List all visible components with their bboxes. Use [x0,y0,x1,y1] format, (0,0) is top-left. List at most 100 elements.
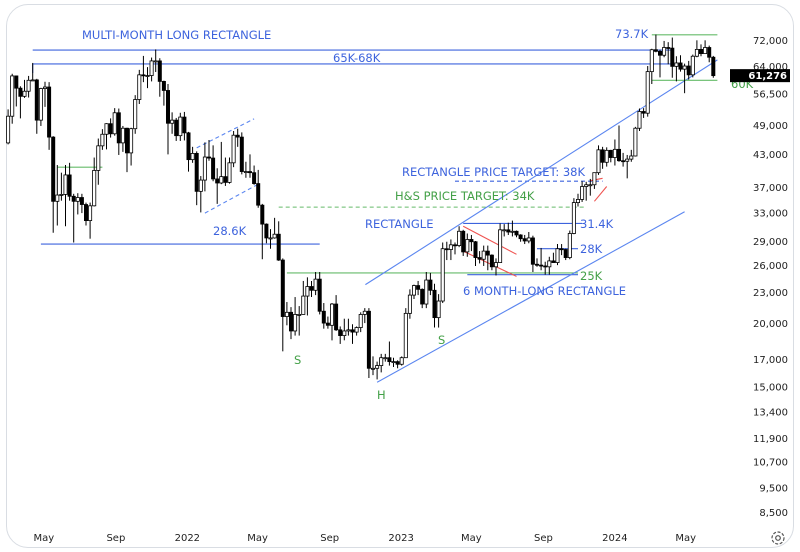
candle-body [342,330,347,336]
candle [682,63,687,94]
label-73-7k: 73.7K [615,27,649,41]
bull-flag-upper-line[interactable] [462,225,517,255]
candle [120,125,125,152]
candle [653,34,658,53]
candle [674,56,679,82]
candle [584,181,589,201]
candle-body [461,230,466,253]
candle-body [67,174,72,197]
candle [526,232,531,244]
candle-body [108,123,113,135]
candle-body [403,312,408,359]
candle-body [329,303,334,326]
candle-body [157,60,162,82]
candle [108,118,113,138]
candle-body [694,49,699,57]
y-tick-label: 8,500 [759,508,788,519]
candle-body [75,197,80,202]
y-axis: 72,000 64,000 56,500 49,000 43,000 37,000 33,0… [753,36,788,519]
candle-body [526,237,531,242]
candle [288,307,293,340]
candle-body [621,160,626,163]
candle [194,151,199,206]
candle [243,161,248,178]
small-flag-upper-line[interactable] [590,177,603,182]
candle-body [448,244,453,250]
flag-upper-line[interactable] [196,118,255,149]
candle [256,169,261,208]
candle [26,75,31,98]
candle [51,136,56,233]
candle-body [137,74,142,100]
candle [157,58,162,97]
candle [489,254,494,271]
candle [362,308,367,324]
candle [272,217,277,239]
candle-body [625,158,630,162]
candle-body [477,257,482,260]
candle-body [186,132,191,161]
candle [145,67,150,89]
candle [608,149,613,163]
gear-icon[interactable] [771,531,785,545]
candle-body [452,244,457,247]
candle [370,356,375,376]
candle [375,361,380,380]
candle [34,78,39,134]
candle [543,261,548,275]
x-tick-label: 2024 [602,533,627,544]
candle [658,49,663,78]
candle [633,126,638,157]
candle-body [473,241,478,258]
candle-body [440,248,445,302]
candle [38,87,43,126]
label-65k-68k: 65K-68K [333,51,381,65]
candle [686,60,691,80]
label-28-6k: 28.6K [213,224,247,238]
candle-body [325,322,330,326]
candle [694,40,699,58]
candle [71,193,76,243]
candle [411,284,416,300]
candle [485,245,490,271]
candle-body [215,178,220,184]
candle-body [30,79,35,82]
x-tick-label: 2022 [175,533,200,544]
candle [493,258,498,276]
flag-lower-line[interactable] [204,183,259,214]
candle [645,66,650,117]
candle-body [670,47,675,67]
channel-upper-line[interactable] [365,59,718,286]
candle [133,95,138,134]
candle-body [223,176,228,183]
candle [268,229,273,249]
candle-body [293,314,298,332]
candle-body [641,111,646,114]
candle-body [600,149,605,163]
candle [63,164,68,227]
y-tick-label: 15,000 [753,383,788,394]
candle-body [317,278,322,312]
channel-lower-line[interactable] [376,211,685,383]
candle [690,54,695,78]
candle [149,57,154,82]
candle-body [178,116,183,137]
bull-flag-lower-line[interactable] [462,250,517,277]
small-flag-lower-line[interactable] [593,186,608,202]
candle-body [379,357,384,367]
candle-body [34,79,39,121]
candle-body [88,205,93,222]
candle [264,223,269,244]
candle [416,280,421,296]
candle [444,241,449,261]
candle [59,172,64,201]
candle [530,235,535,273]
candle [551,252,556,263]
candle-body [604,149,609,163]
candle-body [514,230,519,236]
candle [276,221,281,261]
candle [280,258,285,352]
candle-body [711,56,716,77]
candle [535,258,540,267]
